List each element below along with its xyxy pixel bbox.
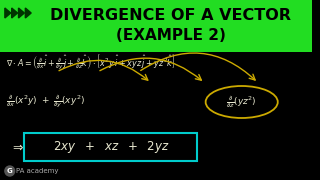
Text: $\frac{\partial}{\partial x}(x^2y)\ +\ \frac{\partial}{\partial y}(xy^2)$: $\frac{\partial}{\partial x}(x^2y)\ +\ \… (6, 94, 85, 110)
Text: DIVERGENCE OF A VECTOR: DIVERGENCE OF A VECTOR (50, 8, 291, 22)
Polygon shape (12, 8, 18, 18)
Text: $2xy\ \ +\ \ xz\ \ +\ \ 2yz$: $2xy\ \ +\ \ xz\ \ +\ \ 2yz$ (53, 139, 170, 155)
Circle shape (5, 166, 15, 176)
Text: G: G (7, 168, 12, 174)
Text: (EXAMPLE 2): (EXAMPLE 2) (116, 28, 226, 42)
Text: $\nabla\cdot A=\left(\frac{\partial}{\partial x}\hat{i}+\frac{\partial}{\partial: $\nabla\cdot A=\left(\frac{\partial}{\pa… (6, 52, 175, 72)
Text: $\Rightarrow$: $\Rightarrow$ (10, 141, 24, 154)
Polygon shape (25, 8, 31, 18)
Text: PA academy: PA academy (16, 168, 58, 174)
Polygon shape (5, 8, 11, 18)
FancyBboxPatch shape (0, 0, 312, 52)
Polygon shape (19, 8, 24, 18)
Text: $\frac{\partial}{\partial z}(yz^2)$: $\frac{\partial}{\partial z}(yz^2)$ (226, 94, 257, 110)
